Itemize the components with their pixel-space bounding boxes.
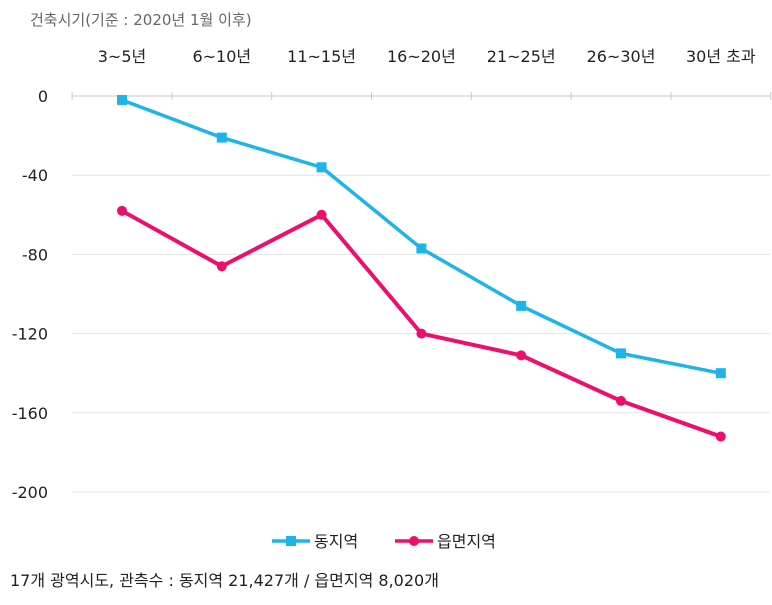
data-point bbox=[616, 395, 626, 406]
grid bbox=[71, 92, 772, 493]
y-tick-label: -200 bbox=[12, 483, 48, 502]
data-point bbox=[715, 368, 726, 379]
category-label: 21~25년 bbox=[487, 47, 556, 66]
category-label: 3~5년 bbox=[98, 47, 147, 66]
legend-marker bbox=[286, 536, 296, 546]
y-tick-label: -40 bbox=[22, 166, 48, 185]
data-point bbox=[516, 300, 527, 311]
y-tick-label: 0 bbox=[38, 87, 48, 106]
category-labels: 3~5년 6~10년 11~15년 16~20년 21~25년 26~30년 30년 초과 bbox=[98, 47, 756, 66]
legend: 동지역 읍면지역 bbox=[272, 532, 496, 551]
data-point bbox=[316, 162, 327, 173]
legend-label: 읍면지역 bbox=[437, 532, 496, 551]
series-group bbox=[117, 94, 726, 442]
data-point bbox=[316, 209, 327, 220]
category-label: 16~20년 bbox=[387, 47, 456, 66]
category-label: 6~10년 bbox=[192, 47, 251, 66]
legend-marker bbox=[409, 536, 419, 546]
axis-title: 건축시기(기준 : 2020년 1월 이후) bbox=[30, 11, 252, 29]
category-label: 30년 초과 bbox=[686, 47, 756, 66]
data-point bbox=[616, 348, 626, 359]
category-label: 26~30년 bbox=[587, 47, 656, 66]
footnote: 17개 광역시도, 관측수 : 동지역 21,427개 / 읍면지역 8,020… bbox=[10, 571, 439, 590]
data-point bbox=[216, 132, 227, 143]
category-label: 11~15년 bbox=[287, 47, 356, 66]
data-point bbox=[416, 243, 427, 254]
y-tick-labels: 0 -40 -80 -120 -160 -200 bbox=[12, 87, 48, 502]
line-chart: 건축시기(기준 : 2020년 1월 이후) 3~5년 6~10년 11~15년 16… bbox=[12, 11, 772, 551]
data-point bbox=[117, 94, 127, 105]
data-point bbox=[216, 261, 227, 272]
data-point bbox=[416, 328, 427, 339]
y-tick-label: -80 bbox=[22, 245, 48, 264]
y-tick-label: -160 bbox=[12, 404, 48, 423]
data-point bbox=[715, 431, 726, 442]
legend-label: 동지역 bbox=[314, 532, 358, 551]
y-tick-label: -120 bbox=[12, 325, 48, 344]
data-point bbox=[516, 350, 527, 361]
data-point bbox=[117, 205, 127, 216]
